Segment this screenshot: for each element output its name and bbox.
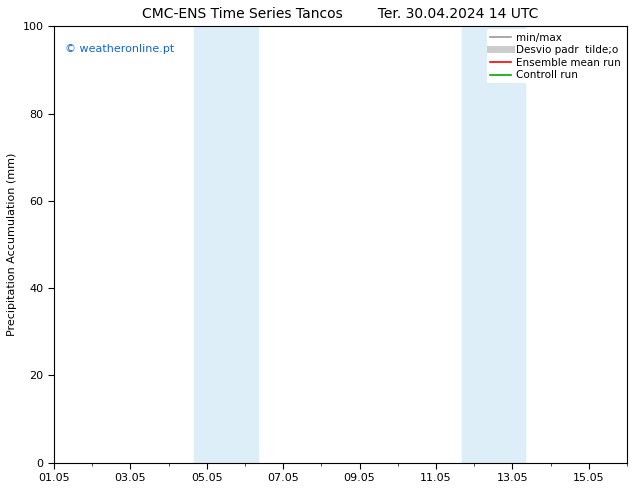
Legend: min/max, Desvio padr  tilde;o, Ensemble mean run, Controll run: min/max, Desvio padr tilde;o, Ensemble m… xyxy=(487,29,624,83)
Bar xyxy=(194,26,257,463)
Y-axis label: Precipitation Accumulation (mm): Precipitation Accumulation (mm) xyxy=(7,153,17,336)
Title: CMC-ENS Time Series Tancos        Ter. 30.04.2024 14 UTC: CMC-ENS Time Series Tancos Ter. 30.04.20… xyxy=(142,7,539,21)
Text: © weatheronline.pt: © weatheronline.pt xyxy=(65,44,174,54)
Bar xyxy=(462,26,525,463)
